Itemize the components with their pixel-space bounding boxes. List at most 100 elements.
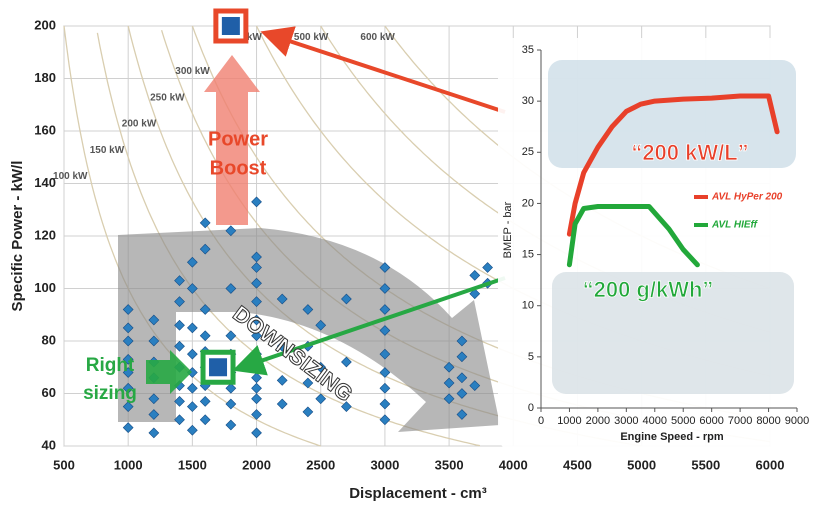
right-sizing-label: sizing <box>83 383 137 404</box>
scatter-point <box>186 401 198 412</box>
x-tick-label: 3500 <box>435 457 464 472</box>
x-tick-label: 6000 <box>699 415 723 427</box>
scatter-point <box>379 398 391 410</box>
x-tick-label: 5000 <box>627 457 656 472</box>
x-tick-label: 2000 <box>242 457 271 472</box>
x-tick-label: 9000 <box>785 415 809 427</box>
power-curve-label: 250 kW <box>150 92 185 103</box>
scatter-point <box>379 367 391 378</box>
power-boost-arrow <box>204 55 260 225</box>
scatter-point <box>443 361 455 373</box>
scatter-point <box>315 361 327 373</box>
scatter-point <box>469 270 481 281</box>
y-tick-label: 100 <box>34 280 56 295</box>
car-photo-top <box>548 60 796 168</box>
highlights <box>200 8 249 385</box>
power-curve-label: 500 kW <box>294 32 329 43</box>
scatter-point <box>122 422 134 433</box>
x-tick-label: 7000 <box>728 415 752 427</box>
x-tick-label: 4000 <box>499 457 528 472</box>
scatter-point <box>225 398 237 410</box>
annotation-bottom: “200 g/kWh” <box>583 277 714 302</box>
y-tick-label: 180 <box>34 70 56 85</box>
scatter-point <box>174 296 185 307</box>
scatter-point <box>379 325 391 336</box>
x-axis-title: Displacement - cm³ <box>349 485 487 502</box>
power-curve-label: 100 kW <box>53 171 88 182</box>
scatter-point <box>225 382 237 394</box>
scatter-point <box>302 406 314 418</box>
scatter-point <box>251 330 262 342</box>
right-sizing-label: Right <box>86 355 135 376</box>
scatter-point <box>379 283 391 294</box>
x-tick-label: 6000 <box>756 457 785 472</box>
scatter-point <box>186 283 198 294</box>
scatter-point <box>379 382 391 394</box>
power-boost-label: Power <box>208 128 268 150</box>
y-tick-label: 15 <box>522 248 534 260</box>
red-pointer <box>260 26 506 114</box>
x-tick-label: 3000 <box>370 457 399 472</box>
y-tick-label: 10 <box>522 300 534 312</box>
scatter-point <box>469 288 481 300</box>
x-tick-label: 1000 <box>114 457 143 472</box>
scatter-point <box>199 217 211 229</box>
x-tick-label: 2000 <box>586 415 610 427</box>
power-curve-label: 200 kW <box>122 119 157 130</box>
scatter-point <box>443 393 455 405</box>
scatter-point <box>186 322 198 334</box>
scatter-point <box>251 314 262 326</box>
scatter-point <box>379 304 391 315</box>
y-tick-label: 40 <box>42 437 56 452</box>
scatter-point <box>174 275 185 286</box>
scatter-point <box>122 367 134 378</box>
scatter-point <box>276 293 288 305</box>
scatter-point <box>225 419 237 431</box>
scatter-point <box>456 351 468 363</box>
x-tick-label: 500 <box>53 457 75 472</box>
right-sizing-arrow <box>146 350 192 394</box>
x-tick-label: 1000 <box>557 415 581 427</box>
scatter-point <box>251 427 262 439</box>
scatter-point <box>199 304 211 315</box>
downsizing-arrow <box>118 228 500 432</box>
scatter-point <box>276 375 288 386</box>
scatter-point <box>225 225 237 237</box>
y-tick-label: 80 <box>42 332 56 347</box>
scatter-point <box>174 319 185 331</box>
scatter-point <box>122 322 134 334</box>
scatter-point <box>251 251 262 263</box>
scatter-point <box>456 388 468 399</box>
y-tick-label: 140 <box>34 175 56 190</box>
x-tick-label: 4000 <box>643 415 667 427</box>
legend-label: AVL HyPer 200 <box>711 192 783 203</box>
scatter-point <box>315 319 327 331</box>
scatter-point <box>379 414 391 426</box>
highlight-icon <box>209 358 228 377</box>
scatter-point <box>443 377 455 389</box>
scatter-point <box>199 396 211 407</box>
y-tick-label: 20 <box>522 197 534 209</box>
scatter-point <box>469 380 481 391</box>
power-curve-label: 150 kW <box>90 145 125 156</box>
x-tick-label: 1500 <box>178 457 207 472</box>
scatter-point <box>199 330 211 342</box>
series-line <box>566 204 700 268</box>
power-boost-label: Boost <box>210 157 267 179</box>
scatter-point <box>225 283 237 294</box>
green-pointer <box>232 276 506 376</box>
annotation-top: “200 kW/L” <box>631 140 748 165</box>
scatter-point <box>302 377 314 389</box>
car-photo-bottom <box>552 272 794 394</box>
inset-chart: 0 1000 2000 3000 4000 5000 6000 7000 8000 9000 0 5 1… <box>502 44 809 443</box>
y-tick-label: 25 <box>522 146 534 158</box>
scatter-point <box>174 396 185 407</box>
scatter-point <box>341 401 352 412</box>
highlight-frame <box>213 8 249 44</box>
y-tick-label: 0 <box>528 402 534 414</box>
scatter-point <box>122 401 134 412</box>
axes: 500 1000 1500 2000 2500 3000 3500 4000 4500 5000 5… <box>9 17 784 502</box>
scatter-point <box>148 427 160 439</box>
y-tick-label: 160 <box>34 122 56 137</box>
